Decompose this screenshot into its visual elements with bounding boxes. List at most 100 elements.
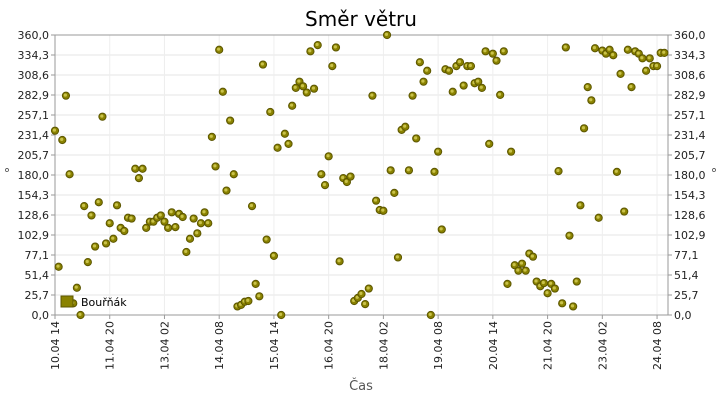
data-point-highlight: [643, 68, 648, 72]
y-tick-label-right: 308,6: [674, 69, 706, 82]
data-point-highlight: [213, 164, 217, 168]
y-tick-label-left: 180,0: [18, 169, 50, 182]
y-tick-label-right: 25,7: [674, 289, 699, 302]
data-point-highlight: [92, 244, 97, 248]
data-point-highlight: [629, 84, 633, 89]
x-tick-label: 16.04 20: [323, 321, 336, 370]
data-point-highlight: [618, 71, 622, 75]
data-point-highlight: [319, 172, 323, 176]
data-point-highlight: [589, 98, 593, 102]
data-point-highlight: [461, 83, 465, 87]
data-point-highlight: [446, 68, 451, 72]
data-point-highlight: [96, 200, 100, 204]
data-point-highlight: [370, 93, 374, 97]
y-tick-label-right: 102,9: [674, 229, 706, 242]
data-point-highlight: [173, 224, 177, 229]
series-points: [50, 30, 669, 320]
data-point-highlight: [611, 53, 615, 57]
data-point-highlight: [501, 49, 505, 53]
y-tick-label-right: 77,1: [674, 249, 699, 262]
data-point-highlight: [406, 168, 410, 172]
y-tick-label-left: 154,3: [18, 189, 50, 202]
data-point-highlight: [549, 281, 553, 285]
data-point-highlight: [435, 149, 440, 153]
data-point-highlight: [457, 60, 462, 64]
data-point-highlight: [563, 45, 567, 49]
y-tick-label-left: 231,4: [18, 129, 50, 142]
y-tick-label-right: 180,0: [674, 169, 706, 182]
data-point-highlight: [552, 286, 556, 290]
data-point-highlight: [636, 51, 640, 55]
data-point-highlight: [483, 49, 487, 53]
data-point-highlight: [140, 166, 144, 170]
data-point-highlight: [300, 84, 305, 88]
data-point-highlight: [392, 190, 396, 194]
data-point-highlight: [519, 261, 524, 265]
grid-layer: [54, 34, 668, 316]
x-tick-label: 23.04 02: [596, 321, 609, 370]
data-point-highlight: [268, 109, 272, 113]
y-tick-label-right: 360,0: [674, 29, 706, 42]
data-point-highlight: [257, 294, 261, 298]
data-point-highlight: [330, 63, 334, 68]
data-point-highlight: [578, 203, 582, 207]
x-tick-label: 24.04 08: [651, 321, 664, 370]
data-point-highlight: [570, 304, 575, 308]
y-tick-label-left: 25,7: [25, 289, 50, 302]
data-point-highlight: [530, 254, 534, 258]
data-point-highlight: [421, 79, 425, 83]
data-point-highlight: [111, 236, 115, 240]
data-point-highlight: [527, 251, 531, 255]
data-point-highlight: [607, 47, 611, 51]
data-point-highlight: [275, 145, 279, 149]
data-point-highlight: [297, 79, 301, 83]
y-axis-label-left: °: [4, 167, 11, 182]
data-point-highlight: [348, 174, 352, 178]
data-point-highlight: [600, 48, 604, 52]
data-point-highlight: [264, 237, 268, 241]
x-axis-label: Čas: [349, 378, 373, 394]
data-point-highlight: [246, 298, 250, 302]
data-point-highlight: [209, 134, 213, 138]
data-point-highlight: [574, 279, 578, 283]
data-point-highlight: [468, 63, 472, 68]
y-axis-right: 0,0 25,7 51,4 77,1 102,9 128,6 154,3 180,0 205,7…: [668, 29, 706, 322]
x-tick-label: 21.04 20: [542, 321, 555, 370]
y-tick-label-left: 360,0: [18, 29, 50, 42]
data-point-highlight: [516, 268, 520, 272]
data-point-highlight: [308, 49, 312, 53]
data-point-highlight: [195, 231, 199, 235]
data-point-highlight: [344, 179, 348, 183]
y-tick-label-left: 128,6: [18, 209, 50, 222]
data-point-highlight: [585, 84, 589, 89]
y-tick-label-left: 257,1: [18, 109, 50, 122]
data-point-highlight: [100, 114, 104, 118]
data-point-highlight: [512, 263, 516, 267]
data-point-highlight: [581, 126, 586, 130]
y-axis-left: 0,0 25,7 51,4 77,1 102,9 128,6 154,3 180,0 205,7…: [18, 29, 55, 322]
data-point-highlight: [206, 221, 210, 225]
data-point-highlight: [603, 51, 607, 55]
data-point-highlight: [559, 301, 564, 305]
x-tick-label: 13.04 02: [158, 321, 171, 370]
data-point-highlight: [414, 136, 418, 140]
y-tick-label-left: 102,9: [18, 229, 50, 242]
data-point-highlight: [625, 47, 629, 51]
x-tick-label: 19.04 08: [432, 321, 445, 370]
data-point-highlight: [202, 210, 206, 214]
data-point-highlight: [151, 219, 155, 223]
data-point-highlight: [497, 92, 502, 96]
y-tick-label-right: 231,4: [674, 129, 706, 142]
data-point-highlight: [165, 225, 170, 229]
data-point-highlight: [505, 281, 509, 285]
data-point-highlight: [129, 216, 133, 220]
data-point-highlight: [403, 124, 407, 128]
data-point-highlight: [556, 168, 560, 173]
data-point-highlight: [381, 208, 385, 212]
data-point-highlight: [78, 312, 82, 316]
data-point-highlight: [60, 137, 64, 141]
y-tick-label-left: 334,3: [18, 49, 50, 62]
data-point-highlight: [122, 228, 126, 232]
x-tick-label: 11.04 20: [104, 321, 117, 370]
data-point-highlight: [198, 221, 202, 225]
